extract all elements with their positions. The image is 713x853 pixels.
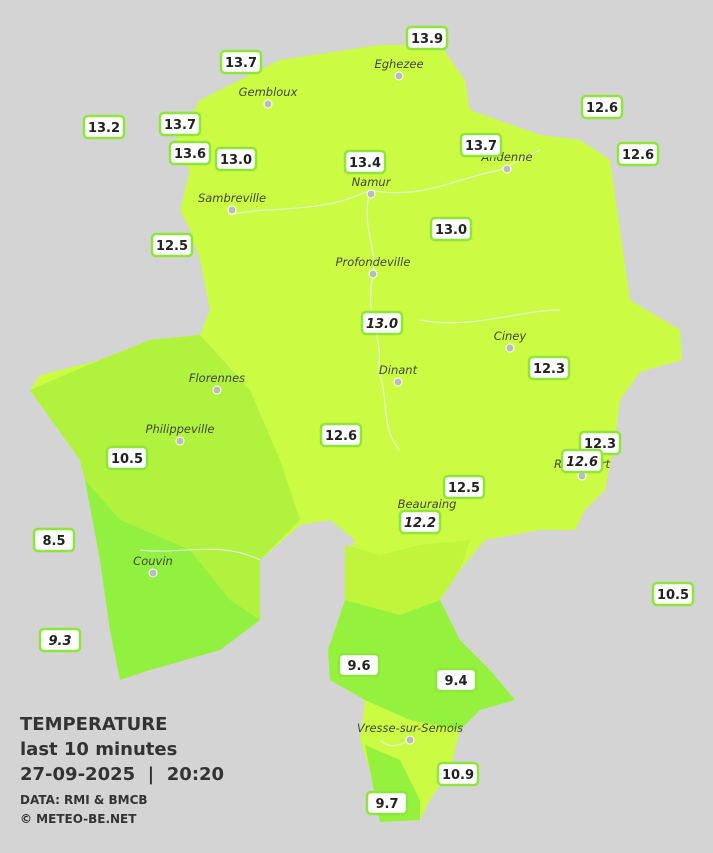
station-box	[168, 140, 212, 166]
city-label: Vresse-sur-Semois	[357, 721, 463, 735]
station-value: 13.7	[164, 118, 196, 133]
station-value: 12.6	[325, 429, 357, 444]
station-value: 9.6	[347, 659, 370, 674]
zone-west	[30, 335, 300, 680]
city-label: Couvin	[133, 554, 173, 568]
station-box	[580, 94, 624, 120]
city-dot	[175, 436, 185, 446]
station-value: 12.3	[584, 437, 616, 452]
station-value: 13.0	[435, 223, 467, 238]
city-dot	[502, 164, 512, 174]
station-box	[616, 141, 660, 167]
station-value: 10.5	[111, 452, 143, 467]
station-value: 12.6	[586, 101, 618, 116]
station-box	[214, 146, 258, 172]
city-dot	[405, 735, 415, 745]
city-dot	[394, 71, 404, 81]
station-value: 12.5	[448, 481, 480, 496]
station-value: 13.7	[465, 139, 497, 154]
legend-title: TEMPERATURE	[20, 714, 167, 735]
city-dot	[368, 269, 378, 279]
city-dot	[366, 189, 376, 199]
station-value: 12.3	[533, 362, 565, 377]
station-box	[398, 509, 442, 535]
station-box	[560, 448, 604, 474]
city-label: Gembloux	[239, 85, 298, 99]
station-value: 9.3	[48, 634, 71, 649]
legend-subtitle: last 10 minutes	[20, 739, 177, 760]
city-label: Sambreville	[198, 191, 266, 205]
station-value: 9.4	[444, 674, 467, 689]
station-value: 13.7	[225, 56, 257, 71]
station-box	[436, 761, 480, 787]
station-box	[319, 422, 363, 448]
station-box	[442, 474, 486, 500]
station-box	[429, 216, 473, 242]
city-dot	[212, 385, 222, 395]
legend-source: DATA: RMI & BMCB	[20, 793, 148, 807]
city-label: Florennes	[189, 371, 245, 385]
station-value: 10.9	[442, 768, 474, 783]
city-label: Namur	[352, 175, 392, 189]
city-dot	[505, 343, 515, 353]
station-value: 12.5	[156, 239, 188, 254]
zone-mid	[345, 540, 470, 615]
station-box	[651, 581, 695, 607]
station-value: 10.5	[657, 588, 689, 603]
city-dot	[263, 99, 273, 109]
station-box	[82, 114, 126, 140]
station-value: 13.0	[366, 317, 398, 332]
station-box	[405, 25, 449, 51]
station-value: 12.6	[622, 148, 654, 163]
legend-credit: © METEO-BE.NET	[20, 812, 137, 826]
station-value: 13.0	[220, 153, 252, 168]
station-box	[337, 652, 381, 678]
station-box	[158, 111, 202, 137]
zone-south	[328, 600, 515, 730]
city-dot	[393, 377, 403, 387]
station-box	[219, 49, 263, 75]
city-label: Beauraing	[398, 497, 457, 511]
station-box	[38, 627, 82, 653]
station-value: 12.6	[566, 455, 598, 470]
station-value: 8.5	[42, 534, 65, 549]
station-value: 13.9	[411, 32, 443, 47]
station-box	[343, 149, 387, 175]
city-label: Dinant	[379, 363, 418, 377]
station-value: 13.4	[349, 156, 381, 171]
city-label: Philippeville	[146, 422, 215, 436]
station-box	[434, 667, 478, 693]
station-box	[527, 355, 571, 381]
city-label: Profondeville	[336, 255, 411, 269]
city-label: Ciney	[494, 329, 527, 343]
station-box	[105, 445, 149, 471]
station-value: 13.2	[88, 121, 120, 136]
station-box	[150, 232, 194, 258]
station-box	[32, 527, 76, 553]
station-value: 9.7	[375, 797, 398, 812]
zone-southwest	[85, 480, 260, 680]
legend-datetime: 27-09-2025 | 20:20	[20, 764, 224, 785]
station-box	[365, 790, 409, 816]
station-value: 13.6	[174, 147, 206, 162]
city-dot	[227, 205, 237, 215]
city-dot	[148, 568, 158, 578]
city-label: Eghezee	[374, 57, 423, 71]
station-value: 12.2	[404, 516, 436, 531]
station-box	[459, 132, 503, 158]
station-box	[360, 310, 404, 336]
